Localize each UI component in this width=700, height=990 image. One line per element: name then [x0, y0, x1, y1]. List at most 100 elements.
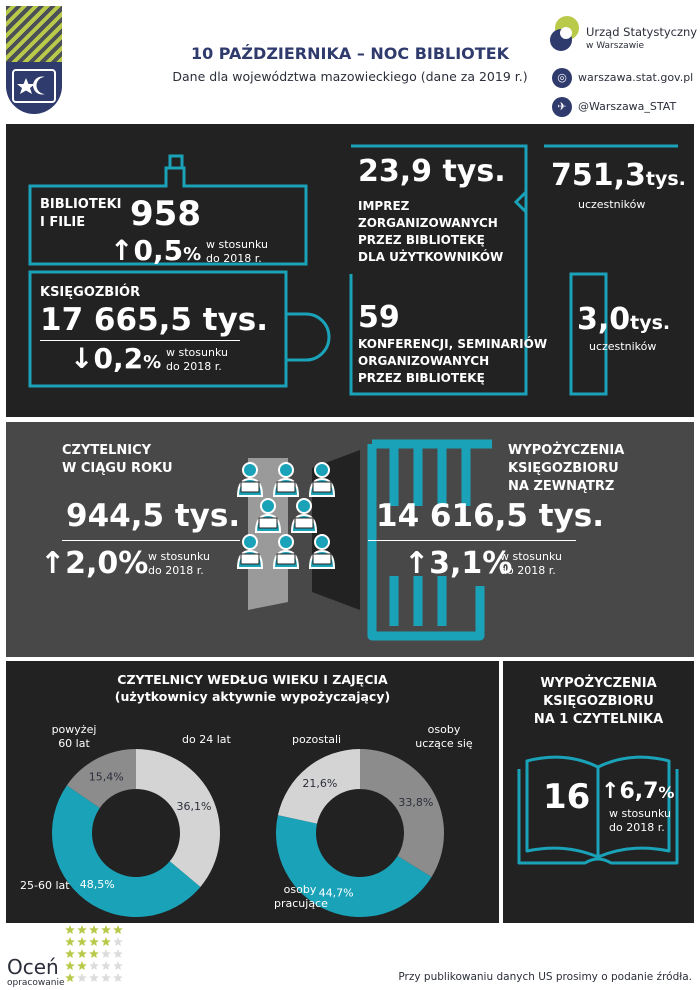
loans-label-1: WYPOŻYCZENIA — [508, 443, 625, 458]
donut-2-label-0: 33,8% — [398, 796, 433, 809]
rating-star-icon[interactable] — [77, 925, 87, 934]
open-book-icon — [517, 755, 679, 865]
reader-person-icon — [236, 534, 264, 569]
loans-compare-2: do 2018 r. — [500, 564, 556, 577]
libraries-compare-2: do 2018 r. — [206, 252, 262, 265]
donut-1-label-0: 36,1% — [177, 800, 212, 813]
loans-change: ↑3,1% — [404, 546, 513, 581]
readers-compare-1: w stosunku — [148, 550, 210, 563]
donut-1-hole — [93, 790, 179, 876]
panel-loans-per-reader: WYPOŻYCZENIA KSIĘGOZBIORU NA 1 CZYTELNIK… — [503, 661, 694, 923]
reader-person-icon — [308, 534, 336, 569]
us-logo-icon — [550, 16, 579, 51]
rating-star-icon[interactable] — [113, 925, 123, 934]
bird-icon: ✈ — [552, 97, 572, 117]
arrow-up-icon: ↑ — [40, 546, 66, 581]
legend-under-24: do 24 lat — [182, 733, 231, 746]
rating-star-icon[interactable] — [101, 973, 111, 982]
rate-label[interactable]: Oceń — [7, 955, 59, 979]
legend-working: osoby pracujące — [274, 883, 328, 910]
donut-1-slice-0 — [136, 749, 220, 887]
rating-star-icon[interactable] — [101, 949, 111, 958]
events-participants-label: uczestników — [578, 198, 646, 211]
page-subtitle: Dane dla województwa mazowieckiego (dane… — [172, 69, 528, 84]
loans-divider — [368, 540, 576, 541]
rating-star-icon[interactable] — [77, 973, 87, 982]
rating-star-icon[interactable] — [77, 937, 87, 946]
rating-star-icon[interactable] — [113, 937, 123, 946]
libraries-label-2: I FILIE — [40, 215, 86, 230]
conferences-label-1: KONFERENCJI, SEMINARIÓW — [358, 337, 548, 351]
donut-1-label-1: 48,5% — [80, 878, 115, 891]
chart-title: CZYTELNICY WEDŁUG WIEKU I ZAJĘCIA — [117, 672, 388, 687]
brand-sub: w Warszawie — [586, 41, 645, 51]
website-text: warszawa.stat.gov.pl — [578, 71, 694, 84]
reader-person-icon — [254, 498, 282, 533]
reader-person-icon — [236, 462, 264, 497]
noc-bibliotek-logo — [6, 6, 62, 114]
events-label-4: DLA UŻYTKOWNIKÓW — [358, 250, 504, 264]
logo-stripes — [6, 6, 62, 62]
rating-star-icon[interactable] — [65, 949, 75, 958]
website-link[interactable]: ◎ warszawa.stat.gov.pl — [552, 68, 698, 88]
panel-libraries: BIBLIOTEKI I FILIE 958 ↑0,5% w stosunku … — [6, 124, 694, 417]
rating-star-icon[interactable] — [89, 949, 99, 958]
rating-star-icon[interactable] — [65, 973, 75, 982]
events-value: 23,9 tys. — [358, 154, 506, 189]
rating-star-icon[interactable] — [113, 949, 123, 958]
rating-star-icon[interactable] — [65, 937, 75, 946]
brand-name: Urząd Statystyczny — [586, 25, 698, 39]
donut-2-slice-2 — [277, 749, 360, 824]
rating-star-icon[interactable] — [77, 949, 87, 958]
donut-2-label-2: 21,6% — [302, 777, 337, 790]
readers-divider — [62, 540, 240, 541]
rating-star-icon[interactable] — [89, 925, 99, 934]
collection-value: 17 665,5 tys. — [40, 302, 269, 338]
rating-star-icon[interactable] — [65, 925, 75, 934]
rating-star-icon[interactable] — [89, 973, 99, 982]
footer-note: Przy publikowaniu danych US prosimy o po… — [398, 971, 692, 983]
chart-subtitle: (użytkownicy aktywnie wypożyczający) — [114, 689, 391, 704]
conferences-value: 59 — [358, 300, 400, 335]
rating-star-icon[interactable] — [113, 961, 123, 970]
legend-25-60: 25-60 lat — [20, 879, 70, 892]
libraries-count: 958 — [130, 194, 201, 234]
twitter-link[interactable]: ✈ @Warszawa_STAT — [552, 97, 698, 117]
rating-star-icon[interactable] — [113, 973, 123, 982]
reader-person-icon — [308, 462, 336, 497]
reader-person-icon — [272, 462, 300, 497]
readers-icon — [236, 450, 360, 610]
lpr-value: 16 — [543, 777, 591, 817]
conferences-label-2: ORGANIZOWANYCH — [358, 354, 490, 368]
collection-label: KSIĘGOZBIÓR — [40, 285, 141, 300]
collection-change: ↓0,2% — [70, 342, 162, 375]
arrow-up-icon: ↑ — [110, 234, 134, 267]
loans-label-3: NA ZEWNĄTRZ — [508, 479, 615, 494]
events-label-1: IMPREZ — [358, 199, 410, 213]
events-label-3: PRZEZ BIBLIOTEKĘ — [358, 233, 485, 247]
libraries-label-1: BIBLIOTEKI — [40, 197, 122, 212]
rating-star-icon[interactable] — [89, 937, 99, 946]
arrow-up-icon: ↑ — [404, 546, 430, 581]
conferences-participants-label: uczestników — [589, 340, 657, 353]
donut-1-slice-2 — [66, 749, 136, 809]
collection-divider — [40, 340, 240, 341]
donut-chart-age: 36,1% 48,5% 15,4% — [52, 749, 220, 917]
donut-2-hole — [317, 790, 403, 876]
donut-2-slice-1 — [276, 815, 432, 917]
lpr-compare-1: w stosunku — [609, 807, 671, 820]
readers-compare-2: do 2018 r. — [148, 564, 204, 577]
libraries-compare-1: w stosunku — [206, 238, 268, 251]
rating-star-icon[interactable] — [65, 961, 75, 970]
rating-star-icon[interactable] — [101, 937, 111, 946]
rating-star-icon[interactable] — [77, 961, 87, 970]
page-title: 10 PAŹDZIERNIKA – NOC BIBLIOTEK — [190, 44, 510, 63]
rating-star-icon[interactable] — [89, 961, 99, 970]
globe-icon: ◎ — [552, 68, 572, 88]
readers-change: ↑2,0% — [40, 546, 149, 581]
rating-star-icon[interactable] — [101, 961, 111, 970]
donut-1-slice-1 — [52, 785, 201, 917]
lpr-compare-2: do 2018 r. — [609, 821, 665, 834]
rating-stars[interactable] — [64, 924, 130, 986]
rating-star-icon[interactable] — [101, 925, 111, 934]
